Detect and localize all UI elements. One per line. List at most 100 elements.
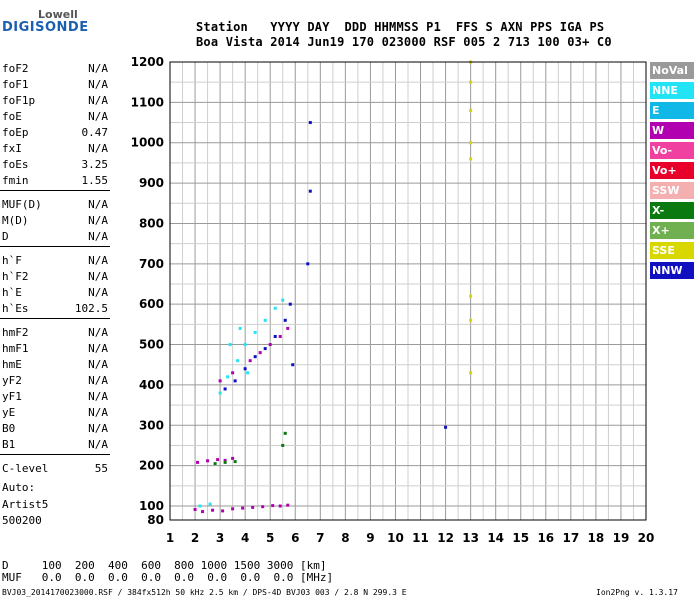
parameter-name: B1 bbox=[2, 438, 16, 451]
data-point-w bbox=[241, 506, 245, 510]
parameter-name: foE bbox=[2, 110, 22, 123]
data-point-w bbox=[211, 508, 215, 512]
data-point-w bbox=[271, 504, 275, 508]
parameter-value: N/A bbox=[88, 406, 108, 419]
data-point-w bbox=[223, 458, 227, 462]
logo-digisonde-text: DIGISONDE bbox=[2, 20, 89, 35]
parameter-name: MUF(D) bbox=[2, 198, 42, 211]
footer-distance-row: D 100 200 400 600 800 1000 1500 3000 [km… bbox=[2, 559, 327, 572]
parameter-separator bbox=[0, 318, 110, 319]
parameter-value: N/A bbox=[88, 326, 108, 339]
data-point-w bbox=[201, 510, 205, 514]
parameter-value: N/A bbox=[88, 390, 108, 403]
data-point-nnw bbox=[444, 425, 448, 429]
plot-frame bbox=[169, 61, 647, 521]
x-tick-label: 3 bbox=[216, 531, 224, 545]
data-point-w bbox=[286, 326, 290, 330]
parameter-value: N/A bbox=[88, 438, 108, 451]
parameter-separator bbox=[0, 190, 110, 191]
data-point-nnw bbox=[308, 121, 312, 125]
legend-item-x-: X+ bbox=[650, 222, 694, 239]
footer-version: Ion2Png v. 1.3.17 bbox=[596, 588, 678, 597]
parameter-row: B1 N/A bbox=[2, 438, 108, 452]
x-tick-label: 13 bbox=[462, 531, 479, 545]
x-tick-label: 10 bbox=[387, 531, 404, 545]
auto-artist: Artist5 bbox=[2, 498, 49, 511]
parameter-row: yF1 N/A bbox=[2, 390, 108, 404]
data-point-nne bbox=[246, 371, 250, 375]
legend-item-e: E bbox=[650, 102, 694, 119]
parameter-name: fxI bbox=[2, 142, 22, 155]
data-point-sse bbox=[469, 294, 473, 298]
parameter-name: yF2 bbox=[2, 374, 22, 387]
parameter-name: C-level bbox=[2, 462, 49, 475]
parameter-name: M(D) bbox=[2, 214, 29, 227]
parameter-separator bbox=[0, 246, 110, 247]
parameter-name: h`E bbox=[2, 286, 22, 299]
data-point-nne bbox=[208, 502, 212, 506]
y-tick-label: 200 bbox=[139, 459, 164, 473]
parameter-row: M(D) N/A bbox=[2, 214, 108, 228]
parameter-row: foF2 N/A bbox=[2, 62, 108, 76]
parameter-name: foEp bbox=[2, 126, 29, 139]
parameter-value: N/A bbox=[88, 270, 108, 283]
data-point-w bbox=[286, 503, 290, 507]
data-point-nnw bbox=[306, 262, 310, 266]
parameter-value: N/A bbox=[88, 198, 108, 211]
data-point-w bbox=[231, 456, 235, 460]
x-tick-label: 5 bbox=[266, 531, 274, 545]
chart-grid bbox=[169, 61, 647, 520]
y-tick-label: 600 bbox=[139, 297, 164, 311]
data-point-sse bbox=[469, 157, 473, 161]
data-point-nne bbox=[263, 318, 267, 322]
parameter-name: fmin bbox=[2, 174, 29, 187]
legend-item-nne: NNE bbox=[650, 82, 694, 99]
parameter-row: foEp 0.47 bbox=[2, 126, 108, 140]
y-tick-label: 400 bbox=[139, 378, 164, 392]
parameter-row: hmF2 N/A bbox=[2, 326, 108, 340]
parameter-row: D N/A bbox=[2, 230, 108, 244]
x-tick-label: 14 bbox=[487, 531, 504, 545]
parameter-name: foEs bbox=[2, 158, 29, 171]
data-point-nnw bbox=[291, 363, 295, 367]
y-tick-label: 800 bbox=[139, 216, 164, 230]
parameter-value: N/A bbox=[88, 358, 108, 371]
data-point-sse bbox=[469, 318, 473, 322]
data-point-w bbox=[193, 508, 197, 511]
legend-item-nnw: NNW bbox=[650, 262, 694, 279]
y-tick-label: 900 bbox=[139, 176, 164, 190]
x-tick-label: 1 bbox=[166, 531, 174, 545]
parameter-row: foF1 N/A bbox=[2, 78, 108, 92]
x-tick-label: 18 bbox=[588, 531, 605, 545]
x-tick-label: 19 bbox=[613, 531, 630, 545]
logo-lowell-text: Lowell bbox=[38, 8, 78, 21]
parameter-separator bbox=[0, 454, 110, 455]
data-point-nnw bbox=[243, 367, 247, 371]
parameter-value: 55 bbox=[94, 462, 108, 475]
ionogram-chart: 1 2 3 4 5 6 7 8 9 10 11 12 13 14 15 16 17 18 19 20801002003… bbox=[131, 55, 655, 545]
data-point-nnw bbox=[283, 318, 287, 322]
parameter-name: yF1 bbox=[2, 390, 22, 403]
data-point-nnw bbox=[233, 379, 237, 383]
parameter-value: N/A bbox=[88, 214, 108, 227]
parameter-row: h`F2 N/A bbox=[2, 270, 108, 284]
footer-muf-row: MUF 0.0 0.0 0.0 0.0 0.0 0.0 0.0 0.0 [MHz… bbox=[2, 571, 334, 584]
data-point-x- bbox=[223, 460, 227, 464]
y-tick-label: 500 bbox=[139, 338, 164, 352]
parameter-row: foF1p N/A bbox=[2, 94, 108, 108]
parameter-name: hmF1 bbox=[2, 342, 29, 355]
auto-label: Auto: bbox=[2, 481, 36, 494]
data-point-w bbox=[258, 351, 262, 355]
header-values: Boa Vista 2014 Jun19 170 023000 RSF 005 … bbox=[196, 35, 612, 49]
x-tick-label: 20 bbox=[638, 531, 655, 545]
data-point-w bbox=[231, 371, 235, 375]
data-point-nnw bbox=[308, 189, 312, 193]
y-tick-label: 1100 bbox=[131, 95, 164, 109]
x-tick-label: 4 bbox=[241, 531, 249, 545]
y-tick-label: 700 bbox=[139, 257, 164, 271]
x-tick-label: 6 bbox=[291, 531, 299, 545]
x-tick-label: 17 bbox=[562, 531, 579, 545]
data-point-nne bbox=[273, 306, 277, 310]
parameter-row: h`F N/A bbox=[2, 254, 108, 268]
parameter-value: N/A bbox=[88, 422, 108, 435]
